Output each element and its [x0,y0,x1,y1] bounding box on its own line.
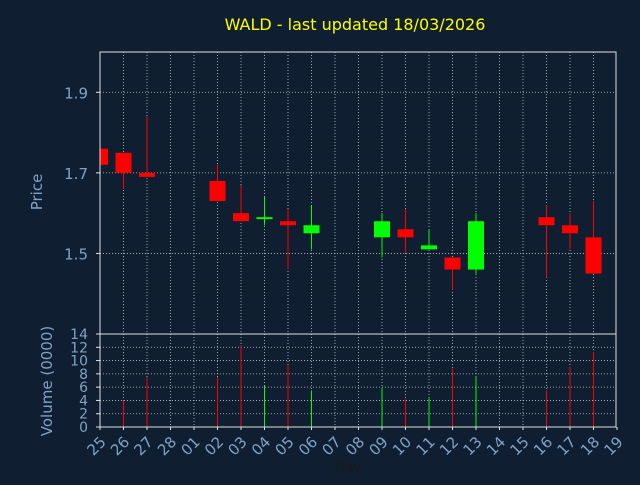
candle-body [233,213,249,222]
volume-tick-label: 8 [79,367,88,383]
candle-body [139,172,155,177]
volume-tick-label: 2 [79,407,88,423]
price-tick-label: 1.9 [64,84,88,102]
candle-body [100,148,108,165]
volume-tick-label: 12 [70,340,88,356]
candle-body [256,217,273,220]
candle-body [444,257,461,270]
volume-axis-label: Volume (0000) [38,326,56,436]
volume-tick-label: 0 [79,420,88,436]
candle-body [538,217,555,226]
price-axis-label: Price [28,174,46,211]
volume-layer [123,345,594,427]
candle-body [421,245,437,250]
candle-body [562,225,578,234]
volume-tick-label: 10 [70,354,88,370]
candle-body [585,237,602,274]
candle-layer [99,116,602,290]
candle-body [397,229,414,238]
candle-body [115,152,132,173]
price-tick-label: 1.5 [64,245,88,263]
candle-body [303,225,320,234]
volume-tick-label: 6 [79,380,88,396]
grid-layer [100,52,616,427]
candle-body [209,180,226,202]
volume-tick-label: 4 [79,393,88,409]
volume-tick-label: 14 [70,327,88,343]
candle-body [468,221,484,270]
candle-body [280,221,296,226]
chart-title: WALD - last updated 18/03/2026 [225,15,486,34]
price-tick-label: 1.7 [64,165,88,183]
candle-body [374,221,390,238]
x-axis-label: Day [334,460,362,476]
